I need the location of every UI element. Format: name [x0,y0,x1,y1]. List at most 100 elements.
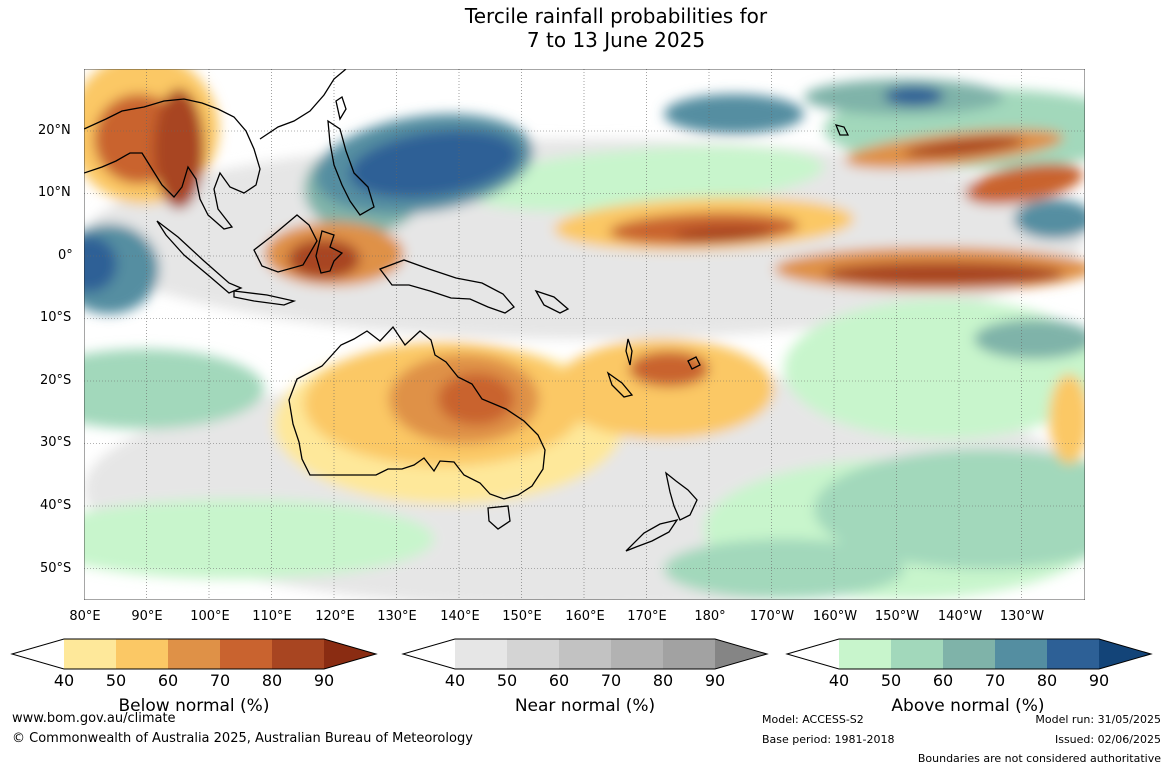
lon-label-110e: 110°E [252,609,292,624]
lon-label-170e: 170°E [627,609,667,624]
below-normal-swatch-3 [168,639,220,669]
above-tick-80: 80 [1036,671,1058,690]
below-normal-swatch-0 [12,639,64,669]
near-tick-80: 80 [652,671,674,690]
probability-patch-25 [674,225,774,243]
lon-label-150w: 150°W [874,609,920,624]
new-guinea-coastline [378,259,515,314]
below-normal-swatch-1 [64,639,116,669]
map-gridlines [84,69,1085,600]
near-tick-40: 40 [444,671,466,690]
lat-label-20n: 20°N [38,123,71,138]
below-tick-90: 90 [313,671,335,690]
mainland-asia-coastline [84,98,261,230]
above-normal-swatch-3 [943,639,995,669]
below-normal-colorbar [10,638,378,670]
near-normal-title: Near normal (%) [514,696,656,716]
lat-label-50s: 50°S [40,561,72,576]
probability-patch-36 [438,373,514,425]
above-tick-40: 40 [828,671,850,690]
above-normal-swatch-5 [1047,639,1099,669]
above-tick-90: 90 [1088,671,1110,690]
lon-label-180: 180° [694,609,726,624]
probability-patch-19 [974,319,1085,359]
probability-patch-32 [288,239,360,279]
website-link[interactable]: www.bom.gov.au/climate [12,711,176,726]
near-normal-swatch-4 [611,639,663,669]
near-normal-swatch-6 [715,639,767,669]
above-normal-swatch-6 [1099,639,1151,669]
near-normal-swatch-5 [663,639,715,669]
lon-label-120e: 120°E [315,609,355,624]
solomon-islands-coastline [534,289,570,314]
below-normal-swatch-5 [272,639,324,669]
above-normal-swatch-1 [839,639,891,669]
hawaii-coastline [834,124,850,136]
lat-label-30s: 30°S [40,435,72,450]
java-coastline [233,290,297,306]
vanuatu-coastline [625,338,633,366]
model-run-date: Model run: 31/05/2025 [1035,713,1161,726]
below-tick-50: 50 [105,671,127,690]
near-normal-swatch-1 [455,639,507,669]
chart-title: Tercile rainfall probabilities for 7 to … [0,4,1173,52]
base-period: Base period: 1981-2018 [762,733,895,746]
australia-coastline [288,325,546,500]
probability-patch-9 [84,349,264,429]
probability-patch-4 [84,499,434,579]
lat-label-equator: 0° [58,248,73,263]
near-tick-70: 70 [600,671,622,690]
boundaries-disclaimer: Boundaries are not considered authoritat… [917,752,1161,765]
above-normal-title: Above normal (%) [891,696,1045,716]
above-tick-70: 70 [984,671,1006,690]
probability-patch-22 [154,89,204,209]
lon-label-80e: 80°E [69,609,101,624]
title-line-2: 7 to 13 June 2025 [526,28,706,52]
near-normal-swatch-2 [507,639,559,669]
probability-patch-39 [1049,374,1085,464]
model-name: Model: ACCESS-S2 [762,713,864,726]
lat-label-10s: 10°S [40,310,72,325]
lon-label-130e: 130°E [377,609,417,624]
lon-label-150e: 150°E [502,609,542,624]
lon-label-160w: 160°W [812,609,858,624]
above-tick-60: 60 [932,671,954,690]
tasmania-coastline [487,505,511,530]
probability-patch-14 [84,236,117,292]
above-normal-swatch-0 [787,639,839,669]
lat-label-40s: 40°S [40,498,72,513]
coastlines [84,69,850,552]
probability-patch-12 [349,130,519,198]
probability-patch-17 [664,94,804,134]
below-tick-80: 80 [261,671,283,690]
fiji-coastline [687,356,701,370]
borneo-coastline [253,214,318,273]
lon-label-160e: 160°E [565,609,605,624]
probability-patch-16 [884,86,944,106]
below-normal-swatch-6 [324,639,376,669]
rainfall-probability-map [84,69,1085,600]
below-tick-70: 70 [209,671,231,690]
above-tick-50: 50 [880,671,902,690]
philippines-coastline [327,119,375,216]
lon-label-90e: 90°E [131,609,163,624]
near-tick-50: 50 [496,671,518,690]
copyright-text: © Commonwealth of Australia 2025, Austra… [12,731,473,746]
near-tick-90: 90 [704,671,726,690]
probability-patch-18 [1014,199,1085,239]
lon-label-170w: 170°W [749,609,795,624]
below-normal-swatch-4 [220,639,272,669]
issued-date: Issued: 02/06/2025 [1054,733,1161,746]
probability-patch-30 [964,163,1084,205]
near-normal-colorbar [401,638,769,670]
sulawesi-coastline [315,230,344,274]
lat-label-20s: 20°S [40,373,72,388]
lat-label-10n: 10°N [38,185,71,200]
probability-patch-38 [629,351,709,387]
lon-label-130w: 130°W [999,609,1045,624]
title-line-1: Tercile rainfall probabilities for [464,4,768,28]
above-normal-swatch-2 [891,639,943,669]
below-normal-swatch-2 [116,639,168,669]
new-zealand-north-coastline [664,471,698,521]
below-tick-60: 60 [157,671,179,690]
